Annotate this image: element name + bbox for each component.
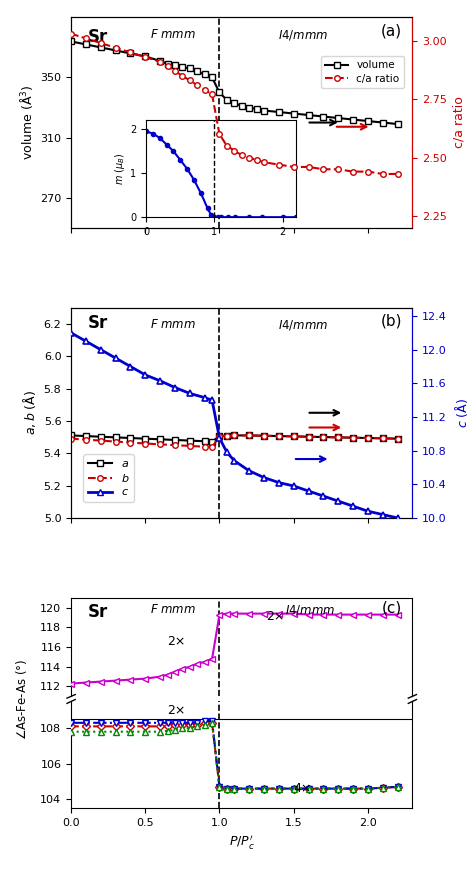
Text: 2×: 2× [265,609,284,622]
Y-axis label: c/a ratio: c/a ratio [453,96,465,149]
Text: Sr: Sr [88,28,109,46]
Legend: volume, c/a ratio: volume, c/a ratio [321,56,404,88]
Y-axis label: volume (Å$^3$): volume (Å$^3$) [18,85,35,160]
Text: (c): (c) [382,600,402,616]
Text: $I4/mmm$: $I4/mmm$ [278,28,328,42]
Text: $I4/mmm$: $I4/mmm$ [285,603,335,617]
Text: $F$ $mmm$: $F$ $mmm$ [150,28,197,41]
Y-axis label: $c$ (Å): $c$ (Å) [453,398,470,428]
Text: (b): (b) [381,314,402,329]
Text: Sr: Sr [88,314,109,332]
Text: $I4/mmm$: $I4/mmm$ [278,318,328,332]
X-axis label: $P/P_c'$: $P/P_c'$ [229,833,255,852]
Text: $\angle$As-Fe-As (°): $\angle$As-Fe-As (°) [14,659,29,740]
Text: (a): (a) [381,23,402,39]
Legend: $a$, $b$, $c$: $a$, $b$, $c$ [83,454,134,502]
Text: 2×: 2× [167,635,185,648]
Text: $F$ $mmm$: $F$ $mmm$ [150,318,197,331]
Text: Sr: Sr [88,603,109,620]
Text: 2×: 2× [167,704,185,717]
Y-axis label: $a,b$ (Å): $a,b$ (Å) [21,390,38,435]
Text: $F$ $mmm$: $F$ $mmm$ [150,603,197,616]
Text: 4×: 4× [293,782,311,795]
